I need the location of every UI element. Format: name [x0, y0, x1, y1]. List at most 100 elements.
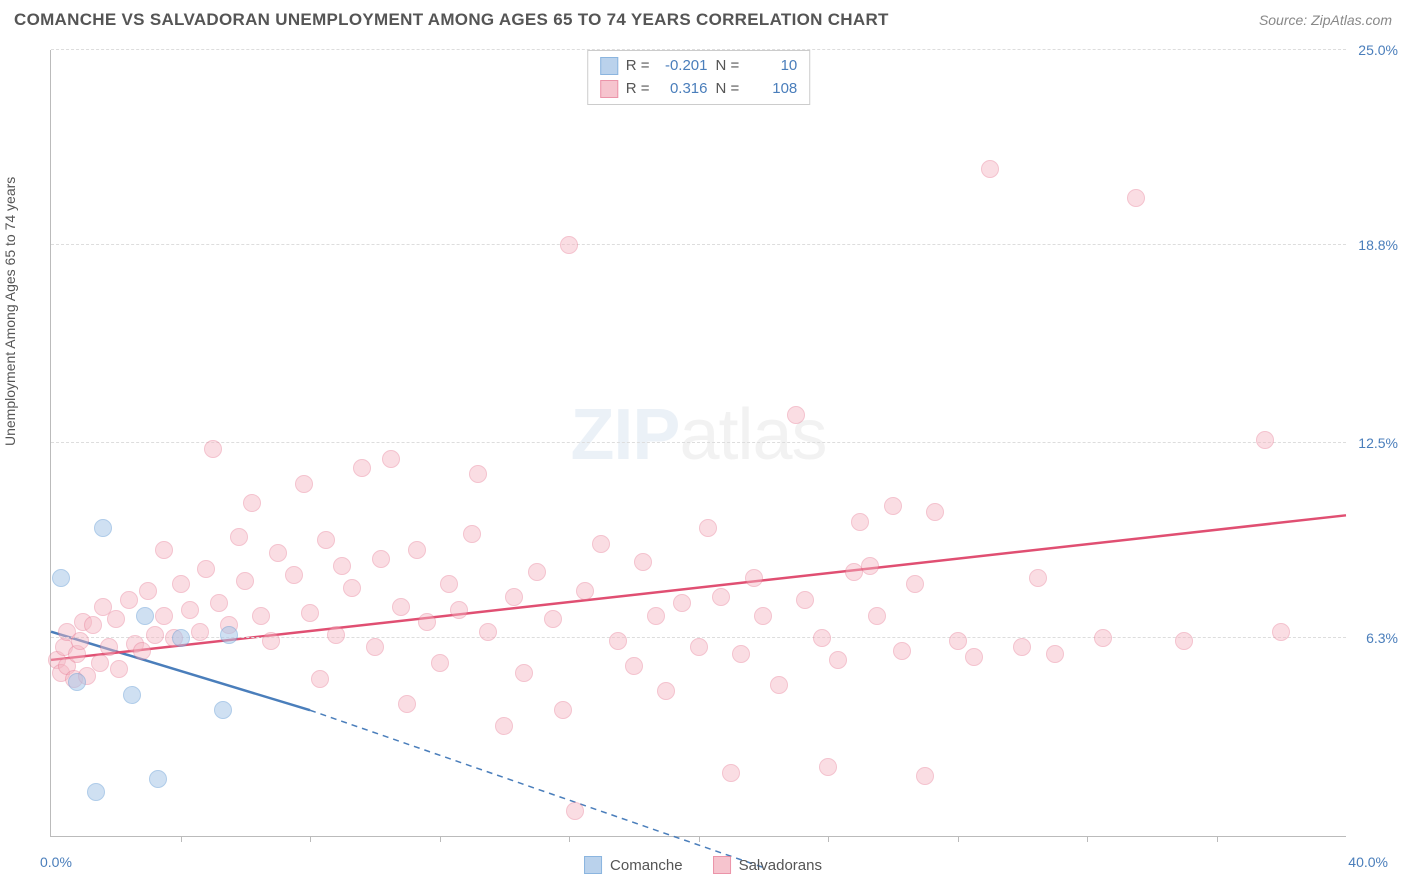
scatter-point-salvadorans [528, 563, 546, 581]
x-axis-end-label: 40.0% [1348, 854, 1388, 870]
scatter-point-salvadorans [851, 513, 869, 531]
scatter-point-comanche [87, 783, 105, 801]
scatter-point-comanche [52, 569, 70, 587]
scatter-point-salvadorans [1013, 638, 1031, 656]
scatter-point-salvadorans [230, 528, 248, 546]
scatter-point-salvadorans [181, 601, 199, 619]
scatter-point-salvadorans [366, 638, 384, 656]
scatter-point-salvadorans [647, 607, 665, 625]
scatter-point-salvadorans [796, 591, 814, 609]
scatter-point-salvadorans [382, 450, 400, 468]
scatter-point-salvadorans [829, 651, 847, 669]
scatter-point-salvadorans [146, 626, 164, 644]
scatter-point-salvadorans [515, 664, 533, 682]
trend-lines [51, 50, 1346, 836]
scatter-point-salvadorans [155, 607, 173, 625]
scatter-point-salvadorans [172, 575, 190, 593]
scatter-point-salvadorans [210, 594, 228, 612]
scatter-point-salvadorans [139, 582, 157, 600]
scatter-point-salvadorans [673, 594, 691, 612]
scatter-point-salvadorans [431, 654, 449, 672]
x-tick [310, 836, 311, 842]
scatter-point-salvadorans [418, 613, 436, 631]
scatter-point-salvadorans [916, 767, 934, 785]
x-tick [440, 836, 441, 842]
scatter-point-salvadorans [243, 494, 261, 512]
scatter-point-salvadorans [343, 579, 361, 597]
n-label: N = [716, 78, 740, 101]
scatter-point-salvadorans [609, 632, 627, 650]
x-tick [181, 836, 182, 842]
scatter-point-salvadorans [91, 654, 109, 672]
scatter-point-comanche [68, 673, 86, 691]
legend-label-comanche: Comanche [610, 857, 683, 874]
scatter-point-salvadorans [392, 598, 410, 616]
scatter-point-comanche [136, 607, 154, 625]
scatter-point-salvadorans [690, 638, 708, 656]
scatter-point-salvadorans [1046, 645, 1064, 663]
scatter-point-salvadorans [155, 541, 173, 559]
scatter-point-salvadorans [1029, 569, 1047, 587]
scatter-point-salvadorans [479, 623, 497, 641]
scatter-point-salvadorans [252, 607, 270, 625]
r-value-salvadorans: 0.316 [658, 78, 708, 101]
y-tick-label: 18.8% [1358, 237, 1398, 253]
scatter-point-salvadorans [295, 475, 313, 493]
scatter-point-salvadorans [965, 648, 983, 666]
scatter-point-salvadorans [440, 575, 458, 593]
scatter-point-salvadorans [787, 406, 805, 424]
scatter-point-salvadorans [592, 535, 610, 553]
x-tick [569, 836, 570, 842]
r-label: R = [626, 55, 650, 78]
legend-swatch-comanche [584, 856, 602, 874]
scatter-point-salvadorans [699, 519, 717, 537]
legend-row-comanche: R = -0.201 N = 10 [600, 55, 798, 78]
r-label: R = [626, 78, 650, 101]
gridline [51, 244, 1346, 245]
scatter-point-salvadorans [84, 616, 102, 634]
scatter-point-salvadorans [317, 531, 335, 549]
legend-item-comanche: Comanche [584, 856, 683, 874]
legend-item-salvadorans: Salvadorans [713, 856, 822, 874]
scatter-point-salvadorans [269, 544, 287, 562]
scatter-point-salvadorans [469, 465, 487, 483]
scatter-point-salvadorans [712, 588, 730, 606]
scatter-point-salvadorans [372, 550, 390, 568]
scatter-point-salvadorans [544, 610, 562, 628]
gridline [51, 442, 1346, 443]
scatter-point-salvadorans [926, 503, 944, 521]
scatter-point-salvadorans [398, 695, 416, 713]
scatter-point-salvadorans [745, 569, 763, 587]
scatter-point-comanche [220, 626, 238, 644]
legend-swatch-salvadorans [600, 80, 618, 98]
scatter-point-salvadorans [204, 440, 222, 458]
y-axis-label: Unemployment Among Ages 65 to 74 years [2, 177, 18, 446]
scatter-point-salvadorans [495, 717, 513, 735]
x-tick [1087, 836, 1088, 842]
scatter-point-salvadorans [71, 632, 89, 650]
scatter-point-salvadorans [1272, 623, 1290, 641]
scatter-point-comanche [123, 686, 141, 704]
scatter-point-salvadorans [634, 553, 652, 571]
scatter-point-salvadorans [1256, 431, 1274, 449]
scatter-point-salvadorans [133, 642, 151, 660]
scatter-point-salvadorans [333, 557, 351, 575]
scatter-point-salvadorans [813, 629, 831, 647]
scatter-point-salvadorans [120, 591, 138, 609]
x-tick [958, 836, 959, 842]
x-tick [699, 836, 700, 842]
scatter-point-salvadorans [949, 632, 967, 650]
scatter-point-salvadorans [625, 657, 643, 675]
scatter-point-salvadorans [1175, 632, 1193, 650]
scatter-point-salvadorans [861, 557, 879, 575]
scatter-point-salvadorans [1127, 189, 1145, 207]
scatter-point-salvadorans [301, 604, 319, 622]
scatter-point-salvadorans [566, 802, 584, 820]
trend-line-dashed-comanche [310, 710, 763, 867]
scatter-point-salvadorans [819, 758, 837, 776]
n-value-comanche: 10 [747, 55, 797, 78]
legend-row-salvadorans: R = 0.316 N = 108 [600, 78, 798, 101]
scatter-point-salvadorans [657, 682, 675, 700]
scatter-point-salvadorans [981, 160, 999, 178]
scatter-point-salvadorans [732, 645, 750, 663]
